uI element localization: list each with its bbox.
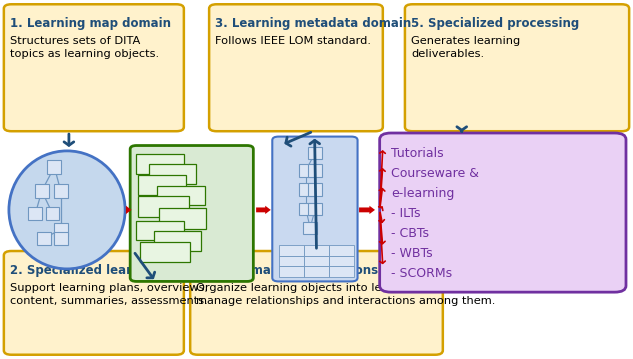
Text: Organize learning objects into lessons and courses;
manage relationships and int: Organize learning objects into lessons a… xyxy=(196,283,496,306)
Text: - ILTs: - ILTs xyxy=(391,208,420,220)
Text: e-learning: e-learning xyxy=(391,187,454,200)
Ellipse shape xyxy=(9,151,125,269)
FancyBboxPatch shape xyxy=(130,145,253,281)
Text: Tutorials: Tutorials xyxy=(391,147,444,160)
Text: Structures sets of DITA
topics as learning objects.: Structures sets of DITA topics as learni… xyxy=(10,37,160,59)
Bar xyxy=(46,207,60,220)
Bar xyxy=(308,203,322,215)
Bar xyxy=(329,256,354,266)
Bar xyxy=(308,146,322,159)
Bar xyxy=(54,223,68,236)
Text: - WBTs: - WBTs xyxy=(391,247,432,260)
Bar xyxy=(54,184,68,198)
Text: Generates learning
deliverables.: Generates learning deliverables. xyxy=(411,37,520,59)
Bar xyxy=(279,245,304,256)
Bar xyxy=(139,196,189,217)
FancyBboxPatch shape xyxy=(380,133,626,292)
Bar xyxy=(137,221,184,240)
Bar xyxy=(304,266,329,277)
FancyBboxPatch shape xyxy=(272,136,358,281)
Bar xyxy=(303,222,317,234)
Bar xyxy=(35,184,49,198)
Text: - SCORMs: - SCORMs xyxy=(391,267,452,280)
Bar xyxy=(54,232,68,245)
Text: Courseware &: Courseware & xyxy=(391,167,479,180)
Bar xyxy=(28,207,42,220)
Bar xyxy=(329,266,354,277)
Text: 4. Build maps and relationship tables: 4. Build maps and relationship tables xyxy=(196,264,444,276)
Text: 5. Specialized processing: 5. Specialized processing xyxy=(411,17,579,30)
Text: - CBTs: - CBTs xyxy=(391,227,429,241)
Bar xyxy=(299,164,313,177)
Bar xyxy=(139,175,185,195)
Bar xyxy=(154,231,201,251)
FancyBboxPatch shape xyxy=(190,251,443,355)
FancyBboxPatch shape xyxy=(405,4,629,131)
Bar xyxy=(47,160,61,174)
Bar xyxy=(329,245,354,256)
Bar xyxy=(279,266,304,277)
FancyBboxPatch shape xyxy=(209,4,383,131)
Bar xyxy=(37,232,51,245)
Bar xyxy=(299,183,313,196)
Bar xyxy=(159,208,206,229)
Bar xyxy=(299,203,313,215)
Bar xyxy=(308,164,322,177)
Text: 1. Learning map domain: 1. Learning map domain xyxy=(10,17,171,30)
Bar xyxy=(137,154,184,174)
Bar xyxy=(149,164,196,184)
Bar xyxy=(308,183,322,196)
Bar xyxy=(158,186,204,205)
Bar xyxy=(304,245,329,256)
Text: Support learning plans, overviews,
content, summaries, assessments.: Support learning plans, overviews, conte… xyxy=(10,283,208,306)
Text: 3. Learning metadata domain: 3. Learning metadata domain xyxy=(215,17,411,30)
Bar xyxy=(140,242,190,262)
FancyBboxPatch shape xyxy=(4,4,184,131)
Bar xyxy=(304,256,329,266)
Text: Follows IEEE LOM standard.: Follows IEEE LOM standard. xyxy=(215,37,372,46)
Text: 2. Specialized learning topics: 2. Specialized learning topics xyxy=(10,264,206,276)
Bar xyxy=(279,256,304,266)
FancyBboxPatch shape xyxy=(4,251,184,355)
